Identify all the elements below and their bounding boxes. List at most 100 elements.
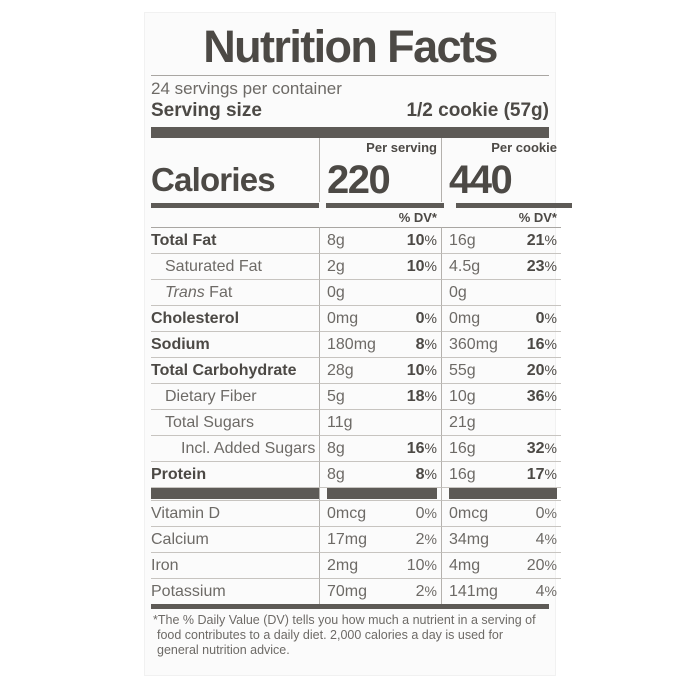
nutrient-amount: 16g — [449, 466, 476, 483]
table-row: Cholesterol 0mg 0% 0mg 0% — [151, 305, 561, 331]
nutrient-cell-per-serving: 0mg 0% — [327, 306, 441, 331]
nutrient-cell-per-serving: 11g — [327, 410, 441, 435]
table-row: Iron 2mg 10% 4mg 20% — [151, 552, 561, 578]
separator-band-col1 — [327, 488, 437, 499]
table-row: Calcium 17mg 2% 34mg 4% — [151, 526, 561, 552]
nutrient-amount: 0mg — [327, 310, 359, 327]
nutrient-name: Incl. Added Sugars — [181, 440, 316, 457]
nutrient-amount: 5g — [327, 388, 345, 405]
nutrient-cell-per-cookie: 16g 17% — [449, 462, 561, 487]
table-row: Total Carbohydrate 28g 10% 55g 20% — [151, 357, 561, 383]
nutrient-name: Total Carbohydrate — [151, 362, 297, 379]
nutrient-cell-per-serving: 28g 10% — [327, 358, 441, 383]
nutrient-amount: 16g — [449, 232, 476, 249]
calories-per-cookie-value: 440 — [449, 158, 513, 202]
calories-underline-name — [151, 203, 319, 208]
nutrient-amount: 70mg — [327, 583, 368, 600]
nutrient-cell-per-cookie: 4mg 20% — [449, 553, 561, 578]
nutrient-amount: 141mg — [449, 583, 498, 600]
nutrient-amount: 55g — [449, 362, 476, 379]
nutrient-cell-per-serving: 2g 10% — [327, 254, 441, 279]
nutrient-dv: 0% — [535, 310, 557, 327]
table-row: Protein 8g 8% 16g 17% — [151, 461, 561, 487]
table-row: Saturated Fat 2g 10% 4.5g 23% — [151, 253, 561, 279]
dv-header-spacer — [151, 208, 319, 227]
nutrient-amount: 0g — [449, 284, 467, 301]
dv-header-col1: % DV* — [398, 210, 437, 225]
nutrient-cell-per-cookie: 10g 36% — [449, 384, 561, 409]
nutrient-name: Total Fat — [151, 232, 217, 249]
page-title: Nutrition Facts — [203, 21, 498, 72]
nutrient-cell-per-serving: 2mg 10% — [327, 553, 441, 578]
nutrient-cell-per-serving: 5g 18% — [327, 384, 441, 409]
nutrient-name: Vitamin D — [151, 505, 221, 522]
nutrient-cell-per-cookie: 4.5g 23% — [449, 254, 561, 279]
nutrient-cell-per-serving: 8g 10% — [327, 228, 441, 253]
nutrient-amount: 0mg — [449, 310, 481, 327]
nutrient-dv: 10% — [406, 557, 437, 574]
serving-size-label: Serving size — [151, 100, 262, 121]
table-row: Sodium 180mg 8% 360mg 16% — [151, 331, 561, 357]
nutrient-dv: 8% — [415, 466, 437, 483]
calories-label: Calories — [151, 161, 276, 198]
nutrient-name: Trans Fat — [165, 284, 233, 301]
caption-spacer — [151, 138, 319, 158]
nutrient-dv: 20% — [526, 557, 557, 574]
dv-header-col2: % DV* — [518, 210, 557, 225]
nutrient-dv: 21% — [526, 232, 557, 249]
title-divider — [151, 75, 549, 76]
nutrient-cell-per-serving: 0g — [327, 280, 441, 305]
nutrient-name: Protein — [151, 466, 207, 483]
nutrient-cell-per-cookie: 360mg 16% — [449, 332, 561, 357]
header-separator-bar — [151, 127, 549, 138]
calories-per-serving-value: 220 — [327, 158, 391, 202]
table-row: Dietary Fiber 5g 18% 10g 36% — [151, 383, 561, 409]
nutrient-dv: 10% — [406, 232, 437, 249]
nutrient-amount: 2g — [327, 258, 345, 275]
table-row: Incl. Added Sugars 8g 16% 16g 32% — [151, 435, 561, 461]
nutrient-cell-per-serving: 180mg 8% — [327, 332, 441, 357]
nutrient-cell-per-cookie: 0g — [449, 280, 561, 305]
nutrient-amount: 360mg — [449, 336, 498, 353]
dv-header-row: % DV* % DV* — [151, 208, 557, 227]
nutrient-dv: 10% — [406, 258, 437, 275]
nutrient-cell-per-serving: 70mg 2% — [327, 579, 441, 604]
nutrient-name: Iron — [151, 557, 179, 574]
nutrient-amount: 8g — [327, 466, 345, 483]
calories-row: Calories 220 440 — [151, 158, 549, 202]
calories-underline-col1 — [326, 203, 444, 208]
column-caption-row: Per serving Per cookie — [151, 138, 557, 158]
servings-per-container: 24 servings per container — [151, 79, 342, 98]
nutrient-dv: 17% — [526, 466, 557, 483]
micronutrient-separator-row — [151, 487, 561, 500]
nutrient-dv: 18% — [406, 388, 437, 405]
table-row: Vitamin D 0mcg 0% 0mcg 0% — [151, 500, 561, 526]
nutrient-amount: 28g — [327, 362, 354, 379]
nutrient-amount: 8g — [327, 440, 345, 457]
nutrient-dv: 16% — [406, 440, 437, 457]
table-row: Total Fat 8g 10% 16g 21% — [151, 227, 561, 253]
nutrient-dv: 0% — [535, 505, 557, 522]
column-caption-per-serving: Per serving — [366, 140, 437, 155]
nutrient-dv: 10% — [406, 362, 437, 379]
nutrient-cell-per-cookie: 21g — [449, 410, 561, 435]
table-row: Trans Fat 0g 0g — [151, 279, 561, 305]
nutrient-name: Potassium — [151, 583, 226, 600]
nutrient-amount: 0mcg — [327, 505, 367, 522]
table-row: Total Sugars 11g 21g — [151, 409, 561, 435]
nutrient-cell-per-cookie: 0mg 0% — [449, 306, 561, 331]
calories-underline-row — [151, 202, 572, 208]
nutrient-dv: 16% — [526, 336, 557, 353]
nutrient-dv: 36% — [526, 388, 557, 405]
nutrient-cell-per-cookie: 141mg 4% — [449, 579, 561, 604]
nutrient-name: Total Sugars — [165, 414, 254, 431]
nutrient-amount: 34mg — [449, 531, 490, 548]
nutrient-cell-per-cookie: 0mcg 0% — [449, 501, 561, 526]
nutrient-dv: 4% — [535, 531, 557, 548]
nutrient-dv: 0% — [415, 310, 437, 327]
footnote-separator-bar — [151, 604, 549, 609]
micronutrient-table: Vitamin D 0mcg 0% 0mcg 0% Calcium 17mg 2% 34mg 4%… — [151, 500, 561, 604]
nutrient-dv: 8% — [415, 336, 437, 353]
nutrient-amount: 2mg — [327, 557, 359, 574]
serving-size-value: 1/2 cookie (57g) — [406, 100, 549, 121]
